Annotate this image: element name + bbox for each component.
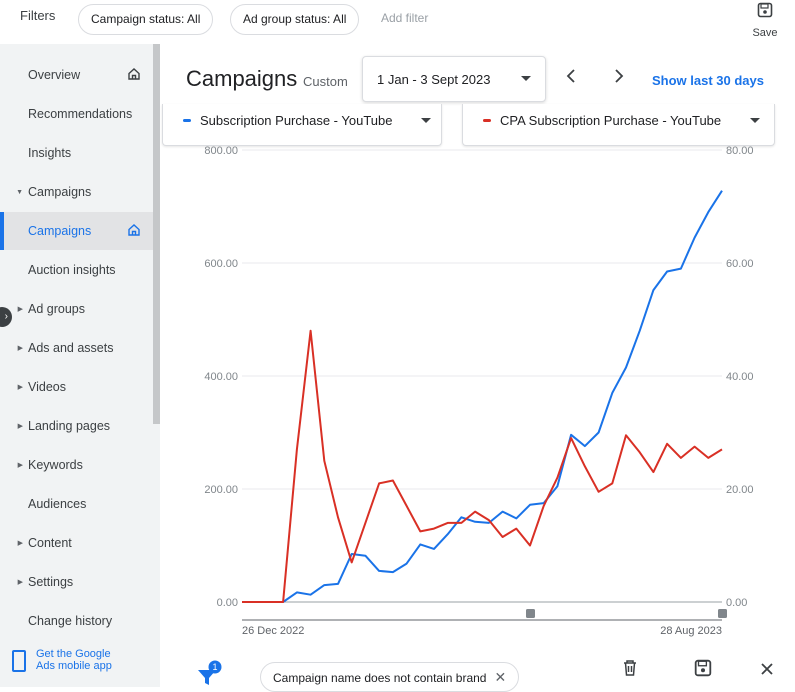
sidebar-item-label: Campaigns <box>28 185 92 199</box>
y-right-tick-label: 80.00 <box>726 145 754 157</box>
sidebar-item-label: Audiences <box>28 497 87 511</box>
series-color-swatch <box>183 119 191 122</box>
y-left-tick-label: 200.00 <box>204 484 238 496</box>
series-name: CPA Subscription Purchase - YouTube <box>500 113 722 128</box>
sidebar-item-change-history[interactable]: Change history <box>0 602 153 640</box>
caret-icon: ▶ <box>17 579 23 586</box>
y-left-tick-label: 800.00 <box>204 145 238 157</box>
save-icon <box>757 2 773 18</box>
series-name: Subscription Purchase - YouTube <box>200 113 393 128</box>
sidebar-item-label: Ads and assets <box>28 341 114 355</box>
custom-label: Custom <box>303 74 348 89</box>
home-icon <box>128 68 140 80</box>
sidebar-item-label: Content <box>28 536 72 550</box>
sidebar-item-landing-pages[interactable]: ▶ Landing pages <box>0 407 153 445</box>
chevron-down-icon <box>750 118 760 123</box>
show-last-30-days-link[interactable]: Show last 30 days <box>652 73 764 88</box>
phone-download-icon <box>12 650 26 672</box>
series-line-2 <box>242 329 723 603</box>
x-axis-label-start: 26 Dec 2022 <box>242 625 304 637</box>
sidebar-item-label: Change history <box>28 614 113 628</box>
y-right-tick-label: 40.00 <box>726 371 754 383</box>
y-right-tick-label: 60.00 <box>726 258 754 270</box>
range-slider-handle-center <box>526 609 535 618</box>
series-line-1 <box>242 190 723 603</box>
sidebar-item-label: Recommendations <box>28 107 133 121</box>
close-icon[interactable] <box>760 662 774 676</box>
delete-icon[interactable] <box>622 659 638 677</box>
sidebar-item-label: Insights <box>28 146 72 160</box>
series-selector-2[interactable]: CPA Subscription Purchase - YouTube <box>462 104 775 146</box>
caret-icon: ▶ <box>17 540 23 547</box>
chevron-down-icon <box>421 118 431 123</box>
series-color-swatch <box>483 119 491 122</box>
filter-bar: Filters Campaign status: All Ad group st… <box>0 0 795 44</box>
sidebar-item-audiences[interactable]: Audiences <box>0 485 153 523</box>
sidebar-item-videos[interactable]: ▶ Videos <box>0 368 153 406</box>
caret-icon: ▶ <box>17 306 23 313</box>
page-title: Campaigns <box>186 66 298 91</box>
home-icon <box>128 224 140 236</box>
mobile-app-line2: Ads mobile app <box>36 660 112 672</box>
sidebar-item-campaigns[interactable]: ▼ Campaigns <box>0 173 153 211</box>
sidebar-item-content[interactable]: ▶ Content <box>0 524 153 562</box>
sidebar-item-label: Landing pages <box>28 419 111 433</box>
date-range-value: 1 Jan - 3 Sept 2023 <box>377 72 491 87</box>
series-selector-1[interactable]: Subscription Purchase - YouTube <box>162 104 442 146</box>
bottom-bar: 1 Campaign name does not contain brand ✕ <box>160 650 795 692</box>
save-label: Save <box>752 27 778 39</box>
ad-group-status-chip[interactable]: Ad group status: All <box>230 4 360 35</box>
y-right-tick-label: 20.00 <box>726 484 754 496</box>
active-filter-chip[interactable]: Campaign name does not contain brand ✕ <box>260 662 520 692</box>
sidebar-item-label: Keywords <box>28 458 83 472</box>
save-button[interactable]: Save <box>750 2 780 39</box>
y-right-tick-label: 0.00 <box>726 597 747 609</box>
filter-chip-label: Campaign name does not contain brand <box>273 671 487 685</box>
mobile-app-link[interactable]: Get the Google Ads mobile app <box>0 636 153 687</box>
y-left-tick-label: 0.00 <box>217 597 238 609</box>
main-content: Campaigns Custom 1 Jan - 3 Sept 2023 Sho… <box>160 44 795 687</box>
expand-sidebar-button[interactable]: › <box>0 307 12 327</box>
caret-icon: ▼ <box>16 188 23 196</box>
sidebar-item-keywords[interactable]: ▶ Keywords <box>0 446 153 484</box>
x-axis-label-end: 28 Aug 2023 <box>660 625 722 637</box>
y-left-tick-label: 600.00 <box>204 258 238 270</box>
sidebar-item-ad-groups[interactable]: ▶ Ad groups <box>0 290 153 328</box>
sidebar-item-auction-insights[interactable]: Auction insights <box>0 251 153 289</box>
sidebar-item-label: Videos <box>28 380 66 394</box>
range-slider-handle-right <box>718 609 727 618</box>
caret-icon: ▶ <box>17 423 23 430</box>
caret-icon: ▶ <box>17 384 23 391</box>
sidebar-item-label: Ad groups <box>28 302 85 316</box>
chevron-down-icon <box>521 76 531 81</box>
previous-period-icon[interactable] <box>562 66 582 86</box>
sidebar-item-label: Overview <box>28 68 81 82</box>
next-period-icon[interactable] <box>608 66 628 86</box>
filter-count-badge: 1 <box>212 662 217 672</box>
sidebar-item-overview[interactable]: Overview <box>0 56 153 94</box>
sidebar-item-label: Settings <box>28 575 74 589</box>
sidebar-scrollbar[interactable] <box>153 44 160 424</box>
sidebar: Overview Recommendations Insights ▼ Campaign… <box>0 44 160 687</box>
sidebar-item-insights[interactable]: Insights <box>0 134 153 172</box>
caret-icon: ▶ <box>17 462 23 469</box>
mobile-app-line1: Get the Google <box>36 648 111 660</box>
sidebar-item-recommendations[interactable]: Recommendations <box>0 95 153 133</box>
date-range-picker[interactable]: 1 Jan - 3 Sept 2023 <box>362 56 546 102</box>
sidebar-item-label: Campaigns <box>28 224 92 238</box>
filter-icon[interactable]: 1 <box>196 660 222 686</box>
y-left-tick-label: 400.00 <box>204 371 238 383</box>
save-filter-icon[interactable] <box>694 659 712 677</box>
add-filter-input[interactable]: Add filter <box>381 11 429 25</box>
filters-label: Filters <box>20 8 56 23</box>
line-chart: 800.00 600.00 400.00 200.00 0.00 80.00 60.00 40… <box>204 145 754 637</box>
sidebar-item-campaigns[interactable]: Campaigns <box>0 212 153 250</box>
sidebar-item-ads-and-assets[interactable]: ▶ Ads and assets <box>0 329 153 367</box>
sidebar-item-settings[interactable]: ▶ Settings <box>0 563 153 601</box>
caret-icon: ▶ <box>17 345 23 352</box>
sidebar-item-label: Auction insights <box>28 263 116 277</box>
close-icon[interactable]: ✕ <box>494 669 507 685</box>
campaign-status-chip[interactable]: Campaign status: All <box>78 4 214 35</box>
